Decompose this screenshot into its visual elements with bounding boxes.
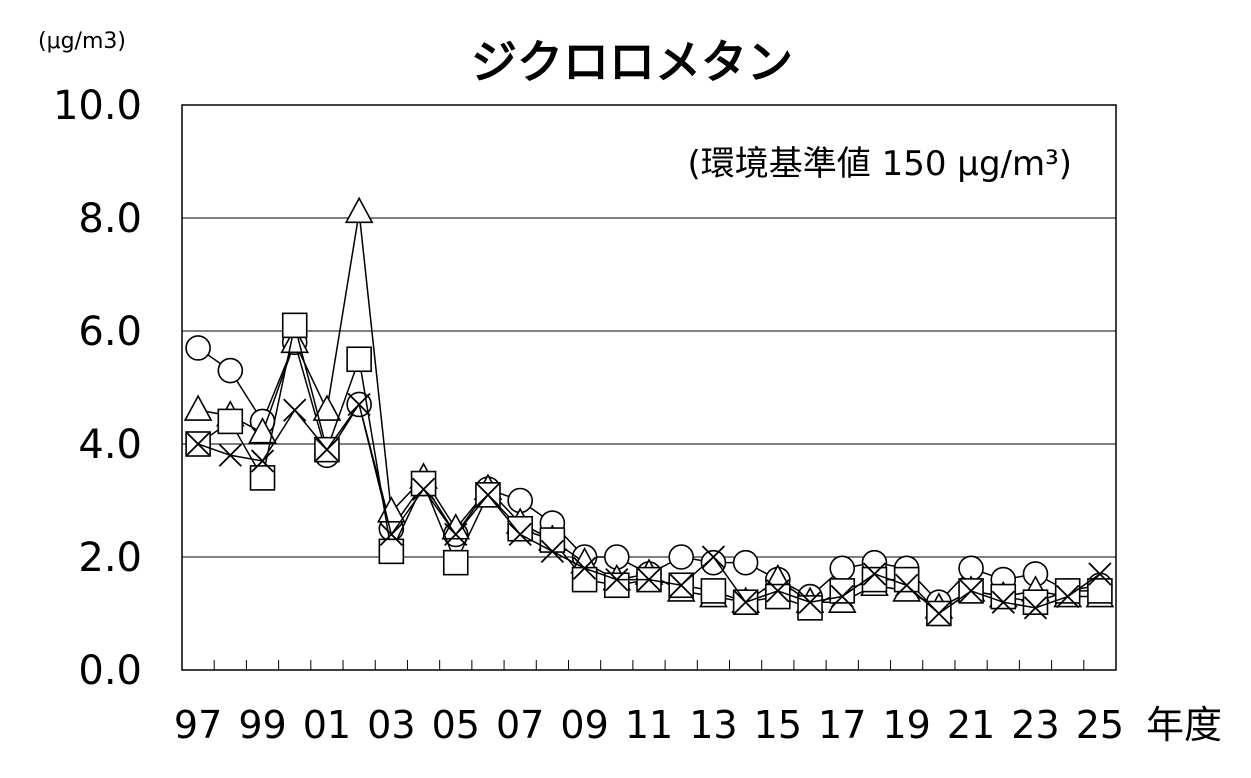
x-tick-label: 13: [689, 703, 737, 747]
x-tick-label: 19: [882, 703, 930, 747]
data-point-cross: [283, 398, 307, 422]
data-point-cross: [347, 392, 371, 417]
data-point-cross: [798, 590, 822, 614]
data-point-cross: [186, 432, 210, 456]
data-point-cross: [315, 438, 339, 462]
data-point-square: [281, 312, 308, 339]
axis-ticks: [213, 660, 1085, 670]
data-point-cross: [701, 545, 726, 569]
data-point-cross: [927, 601, 951, 626]
data-point-cross: [379, 522, 403, 547]
data-point-square: [893, 566, 920, 593]
data-point-square: [442, 549, 469, 576]
data-point-square: [217, 408, 244, 435]
unit-label: (μg/m3): [38, 29, 126, 54]
x-tick-label: 23: [1011, 703, 1059, 747]
series-cross: [186, 392, 1112, 626]
data-series: [183, 196, 1115, 627]
y-tick-label: 6.0: [78, 309, 142, 355]
x-tick-label: 05: [432, 703, 480, 747]
y-tick-label: 4.0: [78, 422, 142, 468]
data-point-cross: [250, 449, 275, 473]
data-point-cross: [476, 483, 500, 507]
data-point-circle: [829, 555, 856, 582]
data-point-cross: [895, 573, 919, 597]
data-point-cross: [444, 522, 468, 547]
y-tick-label: 10.0: [53, 83, 142, 129]
data-point-square: [539, 527, 566, 553]
y-tick-labels: 0.0 2.0 4.0 6.0 8.0 10.0: [53, 83, 142, 694]
data-point-square: [346, 346, 372, 373]
data-point-square: [507, 515, 533, 542]
y-tick-label: 2.0: [78, 535, 142, 581]
data-point-cross: [637, 567, 661, 592]
data-point-cross: [991, 590, 1015, 614]
data-point-triangle: [280, 326, 310, 354]
y-tick-label: 0.0: [78, 648, 142, 694]
data-point-square: [410, 470, 437, 497]
annotation-standard: (環境基準値 150 μg/m³): [688, 144, 1072, 184]
x-tick-label: 97: [174, 703, 222, 747]
data-point-cross: [1088, 562, 1112, 586]
data-point-cross: [605, 567, 629, 592]
gridlines: [182, 217, 1116, 558]
data-point-cross: [862, 562, 887, 586]
data-point-square: [1022, 589, 1049, 616]
x-tick-label: 11: [625, 703, 673, 747]
data-point-cross: [218, 443, 242, 467]
data-point-cross: [830, 584, 854, 609]
x-tick-label: 07: [496, 703, 544, 747]
data-point-triangle: [344, 196, 374, 224]
x-tick-label: 17: [818, 703, 866, 747]
data-point-cross: [669, 573, 693, 597]
data-point-triangle: [183, 394, 213, 421]
data-point-cross: [959, 579, 983, 603]
data-point-cross: [1023, 596, 1048, 620]
data-point-circle: [700, 549, 727, 576]
data-point-cross: [508, 522, 532, 547]
x-axis-title: 年度: [1146, 703, 1222, 747]
x-tick-label: 99: [238, 703, 286, 747]
data-point-cross: [733, 590, 758, 614]
y-tick-label: 8.0: [78, 196, 142, 242]
data-point-cross: [540, 539, 565, 563]
data-point-square: [797, 595, 823, 621]
chart-title: ジクロロメタン: [471, 35, 793, 89]
plot-area: [181, 104, 1117, 671]
series-triangle: [183, 196, 1115, 619]
data-point-circle: [217, 357, 244, 384]
x-tick-label: 03: [367, 703, 415, 747]
data-point-triangle: [312, 394, 342, 421]
x-tick-label: 21: [947, 703, 995, 747]
data-point-square: [990, 583, 1017, 610]
x-tick-label: 15: [754, 703, 802, 747]
data-point-cross: [1056, 584, 1080, 609]
data-point-circle: [732, 549, 759, 576]
x-tick-label: 01: [303, 703, 351, 747]
x-tick-label: 25: [1076, 703, 1124, 747]
data-point-square: [765, 583, 791, 610]
data-point-circle: [668, 544, 695, 570]
data-point-square: [700, 578, 727, 604]
x-tick-labels: 97 99 01 03 05 07 09 11 13 15 17 19 21 23 25: [174, 703, 1124, 747]
data-point-cross: [572, 556, 597, 580]
x-tick-label: 09: [560, 703, 608, 747]
data-point-circle: [185, 335, 211, 361]
data-point-cross: [766, 579, 790, 603]
data-point-triangle: [248, 417, 277, 444]
data-point-cross: [411, 477, 436, 501]
